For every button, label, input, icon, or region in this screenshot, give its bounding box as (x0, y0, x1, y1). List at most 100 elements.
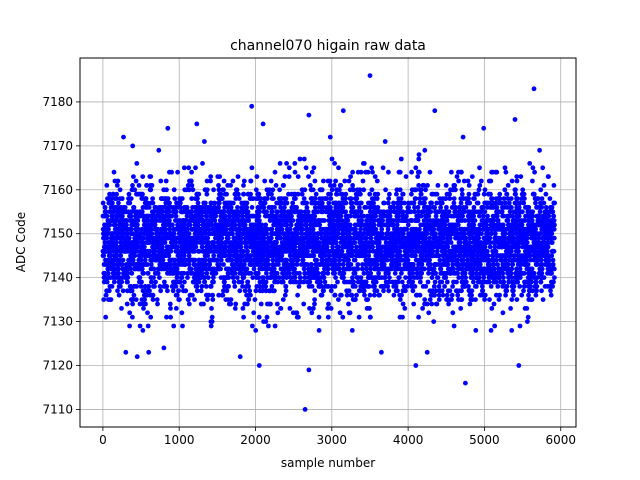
data-point (296, 284, 302, 289)
data-point (350, 183, 355, 188)
data-point (202, 200, 208, 206)
data-point (188, 266, 194, 272)
data-point (135, 218, 141, 223)
data-point (246, 218, 252, 223)
data-point (163, 226, 168, 232)
data-point (337, 310, 343, 316)
data-point (269, 209, 275, 215)
data-point (106, 288, 112, 294)
data-point (439, 200, 445, 206)
data-point (238, 244, 244, 250)
data-point (390, 253, 396, 259)
data-point (374, 178, 380, 184)
data-point (171, 187, 177, 193)
data-point (143, 196, 149, 202)
data-point (325, 270, 331, 276)
data-point (287, 270, 292, 276)
data-point (443, 275, 449, 280)
data-point (351, 279, 356, 285)
data-point (341, 270, 347, 276)
data-point (127, 310, 133, 316)
data-point (471, 222, 477, 228)
data-point (145, 310, 150, 316)
data-point (221, 262, 226, 267)
data-point (379, 231, 385, 237)
data-point (435, 183, 441, 188)
data-point (248, 270, 254, 276)
data-point (466, 196, 471, 202)
data-point (305, 248, 310, 254)
data-point (465, 178, 471, 184)
data-point (454, 174, 460, 180)
data-point (358, 169, 364, 175)
data-point (268, 235, 274, 241)
data-point (398, 156, 404, 162)
data-point (190, 270, 196, 276)
data-point (173, 209, 179, 215)
data-point (431, 226, 437, 232)
data-point (141, 270, 147, 276)
data-point (472, 196, 477, 202)
data-point (394, 222, 400, 228)
data-point (335, 279, 340, 285)
data-point (439, 288, 445, 294)
data-point (294, 205, 299, 210)
data-point (400, 191, 406, 197)
data-point (413, 165, 419, 171)
data-point (173, 240, 178, 245)
data-point (333, 275, 338, 280)
data-point (134, 161, 140, 166)
data-point (298, 275, 303, 280)
data-point (136, 183, 142, 188)
data-point (195, 200, 201, 206)
data-point (358, 209, 364, 215)
data-point (380, 165, 386, 171)
data-points (100, 73, 557, 412)
data-point (403, 288, 408, 294)
data-point (221, 209, 227, 215)
data-point (103, 209, 109, 215)
data-point (200, 218, 206, 223)
data-point (336, 165, 341, 171)
data-point (451, 196, 457, 202)
data-point (280, 297, 286, 302)
data-point (232, 222, 238, 228)
data-point (234, 187, 240, 193)
data-point (209, 314, 215, 320)
data-point (226, 222, 232, 228)
data-point (212, 218, 218, 223)
data-point (264, 231, 270, 237)
data-point (211, 266, 217, 272)
data-point (322, 279, 328, 285)
data-point (405, 257, 411, 263)
data-point (343, 196, 348, 202)
data-point (424, 231, 430, 237)
data-point (138, 257, 144, 263)
data-point (355, 266, 361, 272)
data-point (341, 275, 346, 280)
data-point (138, 284, 144, 289)
data-point (365, 297, 371, 302)
data-point (241, 191, 247, 197)
data-point (311, 165, 317, 171)
data-point (189, 183, 195, 188)
data-point (241, 314, 247, 320)
data-point (436, 297, 442, 302)
data-point (350, 205, 356, 210)
data-point (433, 270, 438, 276)
data-point (329, 187, 335, 193)
data-point (213, 213, 219, 219)
data-point (309, 310, 315, 316)
data-point (391, 292, 397, 298)
data-point (107, 191, 112, 197)
data-point (311, 253, 317, 259)
data-point (462, 231, 467, 237)
data-point (140, 174, 146, 180)
data-point (253, 288, 259, 294)
data-point (230, 231, 235, 237)
data-point (201, 301, 206, 307)
data-point (239, 213, 245, 219)
data-point (145, 200, 151, 206)
data-point (165, 196, 171, 202)
data-point (214, 257, 220, 263)
